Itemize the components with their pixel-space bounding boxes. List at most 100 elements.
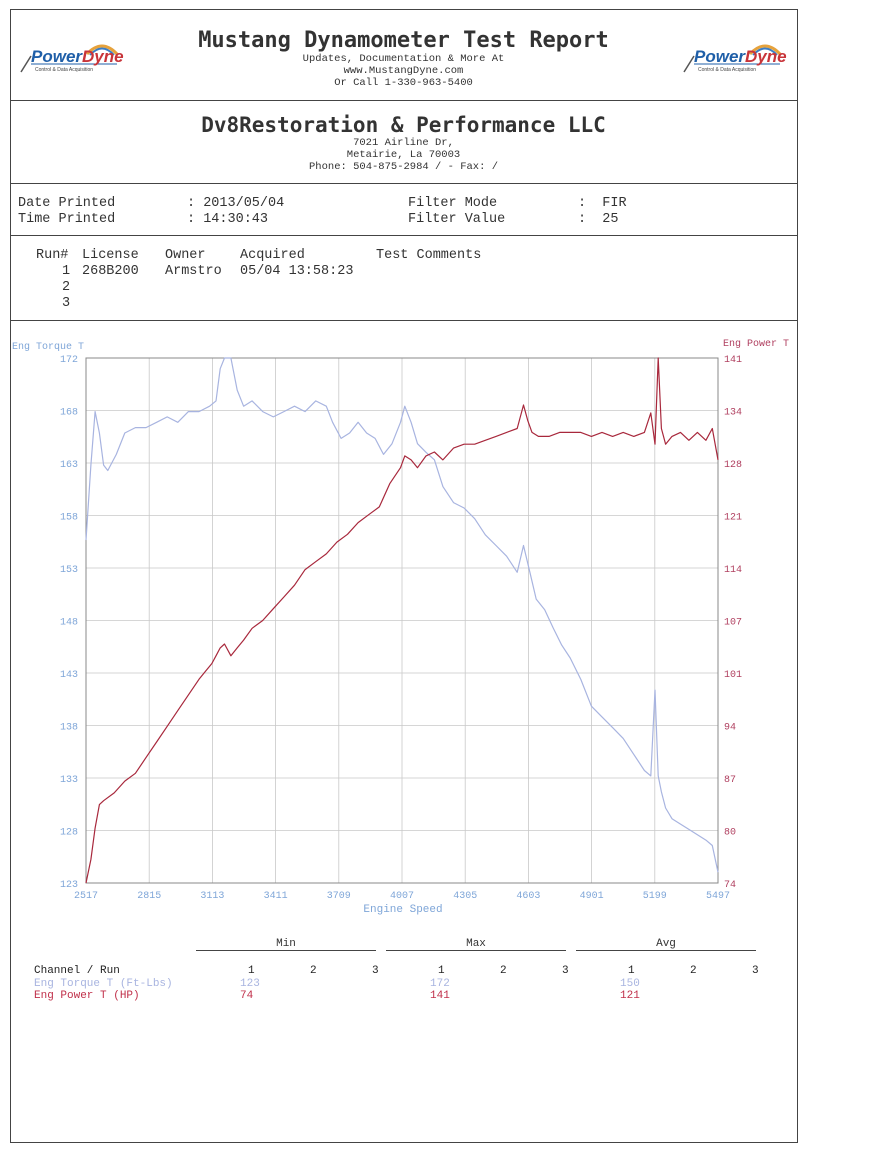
filter-mode-label: Filter Mode xyxy=(408,196,498,211)
stats-run-header: 2 xyxy=(500,965,507,977)
power-tick-label: 107 xyxy=(724,618,742,629)
header-line-2: www.MustangDyne.com xyxy=(343,65,464,77)
rpm-tick-label: 5497 xyxy=(706,891,730,902)
plot-border xyxy=(85,357,719,884)
time-printed-value: : 14:30:43 xyxy=(187,212,269,227)
date-printed-value: : 2013/05/04 xyxy=(187,196,285,211)
stats-min-value: 123 xyxy=(240,978,260,990)
logo-word-power: Power xyxy=(694,47,746,66)
power-tick-label: 74 xyxy=(724,880,736,891)
divider xyxy=(10,235,797,236)
power-tick-label: 114 xyxy=(724,565,742,576)
powerdyne-logo-left: PowerDyne Control & Data Acquisition xyxy=(17,36,127,76)
stats-avg-value: 150 xyxy=(620,978,640,990)
logo-subtitle: Control & Data Acquisition xyxy=(35,67,94,73)
stats-max-rule xyxy=(386,950,566,951)
rpm-tick-label: 5199 xyxy=(643,891,667,902)
header-line-3: Or Call 1-330-963-5400 xyxy=(334,77,473,89)
rpm-axis-ticks: 2517 2815 3113 3411 3709 4007 4305 4603 4901 5199… xyxy=(74,891,730,902)
shop-address-2: Metairie, La 70003 xyxy=(346,149,461,161)
chart-series xyxy=(85,357,719,884)
stats-min-header: Min xyxy=(276,938,296,950)
stats-run-header: 2 xyxy=(310,965,317,977)
stats-run-header: 1 xyxy=(628,965,635,977)
power-tick-label: 121 xyxy=(724,513,742,524)
power-tick-label: 87 xyxy=(724,775,736,786)
powerdyne-logo-right: PowerDyne Control & Data Acquisition xyxy=(680,36,790,76)
runs-header-run: Run# xyxy=(36,248,69,263)
torque-tick-label: 138 xyxy=(60,723,78,734)
rpm-tick-label: 4603 xyxy=(516,891,540,902)
rpm-tick-label: 3113 xyxy=(200,891,224,902)
stats-avg-header: Avg xyxy=(656,938,676,950)
power-tick-label: 101 xyxy=(724,670,742,681)
run-number: 2 xyxy=(62,280,71,295)
stats-max-value: 141 xyxy=(430,990,450,1002)
run-owner: Armstro xyxy=(165,264,222,279)
torque-axis-label: Eng Torque T xyxy=(12,342,84,353)
runs-header-acquired: Acquired xyxy=(240,248,305,263)
stats-min-rule xyxy=(196,950,376,951)
run-number: 1 xyxy=(62,264,71,279)
torque-tick-label: 168 xyxy=(60,408,78,419)
filter-value-label: Filter Value xyxy=(408,212,506,227)
shop-address-1: 7021 Airline Dr, xyxy=(353,137,454,149)
date-printed-label: Date Printed xyxy=(18,196,116,211)
stats-channel-label: Eng Torque T (Ft-Lbs) xyxy=(34,978,173,990)
torque-tick-label: 143 xyxy=(60,670,78,681)
stats-min-value: 74 xyxy=(240,990,254,1002)
rpm-tick-label: 3709 xyxy=(327,891,351,902)
rpm-tick-label: 2815 xyxy=(137,891,161,902)
rpm-tick-label: 3411 xyxy=(264,891,288,902)
divider xyxy=(10,100,797,101)
torque-tick-label: 148 xyxy=(60,618,78,629)
torque-series-line xyxy=(85,357,719,873)
logo-word-dyne: Dyne xyxy=(745,47,787,66)
power-tick-label: 128 xyxy=(724,460,742,471)
power-tick-label: 80 xyxy=(724,828,736,839)
stats-run-header: 1 xyxy=(248,965,255,977)
runs-header-comments: Test Comments xyxy=(376,248,482,263)
divider xyxy=(10,183,797,184)
torque-tick-label: 158 xyxy=(60,513,78,524)
torque-tick-label: 153 xyxy=(60,565,78,576)
torque-tick-label: 128 xyxy=(60,828,78,839)
stats-channel-label: Eng Power T (HP) xyxy=(34,990,140,1002)
runs-header-owner: Owner xyxy=(165,248,206,263)
torque-tick-label: 133 xyxy=(60,775,78,786)
power-tick-label: 94 xyxy=(724,723,736,734)
rpm-tick-label: 2517 xyxy=(74,891,98,902)
torque-tick-label: 123 xyxy=(60,880,78,891)
stats-avg-rule xyxy=(576,950,756,951)
filter-value-value: : 25 xyxy=(578,212,619,227)
run-number: 3 xyxy=(62,296,71,311)
stats-run-header: 3 xyxy=(372,965,379,977)
shop-phone: Phone: 504-875-2984 / - Fax: / xyxy=(308,161,499,173)
dyno-chart: 172 168 163 158 153 148 143 138 133 128 123 141 134… xyxy=(12,339,789,916)
logo-subtitle: Control & Data Acquisition xyxy=(698,67,757,73)
torque-axis-ticks: 172 168 163 158 153 148 143 138 133 128 123 xyxy=(60,355,78,891)
power-tick-label: 141 xyxy=(724,355,742,366)
torque-tick-label: 163 xyxy=(60,460,78,471)
channel-run-label: Channel / Run xyxy=(34,965,120,977)
filter-mode-value: : FIR xyxy=(578,196,627,211)
power-series-line xyxy=(85,357,719,884)
stats-run-header: 3 xyxy=(752,965,759,977)
run-license: 268B200 xyxy=(82,264,139,279)
stats-max-value: 172 xyxy=(430,978,450,990)
x-axis-label: Engine Speed xyxy=(363,904,442,916)
power-axis-label: Eng Power T xyxy=(723,339,789,350)
power-axis-ticks: 141 134 128 121 114 107 101 94 87 80 74 xyxy=(724,355,742,891)
stats-max-header: Max xyxy=(466,938,486,950)
time-printed-label: Time Printed xyxy=(18,212,116,227)
stats-run-header: 3 xyxy=(562,965,569,977)
power-tick-label: 134 xyxy=(724,408,742,419)
report-frame xyxy=(10,9,798,1143)
logo-word-dyne: Dyne xyxy=(82,47,124,66)
logo-word-power: Power xyxy=(31,47,83,66)
torque-tick-label: 172 xyxy=(60,355,78,366)
chart-grid xyxy=(85,357,719,884)
stats-run-header: 2 xyxy=(690,965,697,977)
stats-run-header: 1 xyxy=(438,965,445,977)
divider xyxy=(10,320,797,321)
